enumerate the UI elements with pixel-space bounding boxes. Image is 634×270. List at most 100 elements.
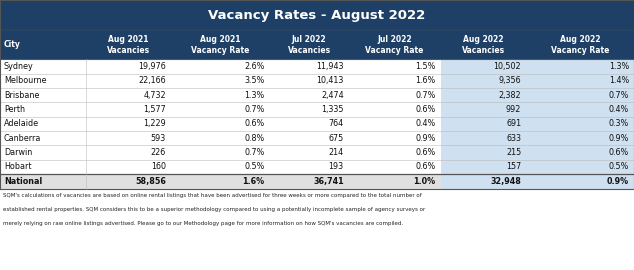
Bar: [441, 74, 634, 88]
Bar: [171, 30, 269, 59]
Text: 1.3%: 1.3%: [244, 91, 264, 100]
Text: 1,229: 1,229: [143, 119, 166, 128]
Text: 214: 214: [328, 148, 344, 157]
Text: 215: 215: [506, 148, 521, 157]
Text: 2.6%: 2.6%: [244, 62, 264, 71]
Bar: [0, 145, 634, 160]
Text: 1.6%: 1.6%: [242, 177, 264, 186]
Bar: [441, 160, 634, 174]
Bar: [441, 30, 634, 59]
Text: 691: 691: [506, 119, 521, 128]
Bar: [0, 88, 634, 102]
Text: 10,413: 10,413: [316, 76, 344, 85]
Bar: [0, 117, 634, 131]
Text: 11,943: 11,943: [316, 62, 344, 71]
Bar: [86, 30, 171, 59]
Bar: [269, 30, 349, 59]
Bar: [441, 102, 634, 117]
Text: Jul 2022
Vacancy Rate: Jul 2022 Vacancy Rate: [365, 35, 424, 55]
Text: Darwin: Darwin: [4, 148, 32, 157]
Text: 0.9%: 0.9%: [607, 177, 629, 186]
Text: 0.6%: 0.6%: [415, 148, 436, 157]
Text: Aug 2022
Vacancy Rate: Aug 2022 Vacancy Rate: [551, 35, 609, 55]
Text: Aug 2021
Vacancy Rate: Aug 2021 Vacancy Rate: [191, 35, 250, 55]
Text: Adelaide: Adelaide: [4, 119, 39, 128]
Text: 36,741: 36,741: [313, 177, 344, 186]
Bar: [441, 145, 634, 160]
Text: 0.4%: 0.4%: [415, 119, 436, 128]
Text: 0.5%: 0.5%: [244, 162, 264, 171]
Text: Jul 2022
Vacancies: Jul 2022 Vacancies: [287, 35, 331, 55]
Text: Sydney: Sydney: [4, 62, 34, 71]
Bar: [441, 174, 634, 189]
Text: 226: 226: [151, 148, 166, 157]
Bar: [441, 59, 634, 74]
Bar: [0, 30, 86, 59]
Bar: [0, 174, 634, 189]
Bar: [0, 160, 634, 174]
Text: Melbourne: Melbourne: [4, 76, 46, 85]
Text: 0.4%: 0.4%: [609, 105, 629, 114]
Text: National: National: [4, 177, 42, 186]
Text: 193: 193: [328, 162, 344, 171]
Text: 4,732: 4,732: [143, 91, 166, 100]
Text: 2,382: 2,382: [498, 91, 521, 100]
Text: 0.6%: 0.6%: [415, 105, 436, 114]
Text: 1,335: 1,335: [321, 105, 344, 114]
Text: Vacancy Rates - August 2022: Vacancy Rates - August 2022: [209, 9, 425, 22]
Bar: [349, 30, 441, 59]
Text: 9,356: 9,356: [498, 76, 521, 85]
Text: 1.5%: 1.5%: [415, 62, 436, 71]
Text: 0.7%: 0.7%: [609, 91, 629, 100]
Text: 0.7%: 0.7%: [244, 105, 264, 114]
Bar: [441, 88, 634, 102]
Text: SQM's calculations of vacancies are based on online rental listings that have be: SQM's calculations of vacancies are base…: [3, 193, 422, 198]
Text: 1,577: 1,577: [143, 105, 166, 114]
Bar: [0, 59, 634, 74]
Text: 593: 593: [151, 134, 166, 143]
Text: 3.5%: 3.5%: [244, 76, 264, 85]
Text: Brisbane: Brisbane: [4, 91, 39, 100]
Text: 22,166: 22,166: [138, 76, 166, 85]
Text: 633: 633: [506, 134, 521, 143]
Text: 0.6%: 0.6%: [244, 119, 264, 128]
Text: 992: 992: [506, 105, 521, 114]
Bar: [0, 102, 634, 117]
Text: 58,856: 58,856: [135, 177, 166, 186]
Text: Aug 2021
Vacancies: Aug 2021 Vacancies: [107, 35, 150, 55]
Bar: [0, 131, 634, 145]
Text: Aug 2022
Vacancies: Aug 2022 Vacancies: [462, 35, 505, 55]
Text: 0.8%: 0.8%: [244, 134, 264, 143]
Text: 0.7%: 0.7%: [415, 91, 436, 100]
Text: Canberra: Canberra: [4, 134, 41, 143]
Text: 675: 675: [328, 134, 344, 143]
Text: 764: 764: [328, 119, 344, 128]
Text: 1.6%: 1.6%: [415, 76, 436, 85]
Bar: [0, 30, 634, 59]
Text: 0.6%: 0.6%: [609, 148, 629, 157]
Bar: [0, 74, 634, 88]
Text: 0.6%: 0.6%: [415, 162, 436, 171]
Text: 0.3%: 0.3%: [609, 119, 629, 128]
Text: 157: 157: [506, 162, 521, 171]
Text: 2,474: 2,474: [321, 91, 344, 100]
Text: Perth: Perth: [4, 105, 25, 114]
Text: 1.0%: 1.0%: [413, 177, 436, 186]
Text: 0.7%: 0.7%: [244, 148, 264, 157]
Bar: [441, 131, 634, 145]
Text: 19,976: 19,976: [138, 62, 166, 71]
Text: 32,948: 32,948: [490, 177, 521, 186]
Bar: [441, 117, 634, 131]
Text: 0.9%: 0.9%: [609, 134, 629, 143]
Text: 10,502: 10,502: [493, 62, 521, 71]
Text: 160: 160: [151, 162, 166, 171]
Text: 0.5%: 0.5%: [609, 162, 629, 171]
Text: 1.3%: 1.3%: [609, 62, 629, 71]
Bar: [0, 0, 634, 30]
Text: established rental properties. SQM considers this to be a superior methodology c: established rental properties. SQM consi…: [3, 207, 425, 212]
Text: 1.4%: 1.4%: [609, 76, 629, 85]
Text: City: City: [4, 40, 21, 49]
Text: 0.9%: 0.9%: [415, 134, 436, 143]
Text: merely relying on raw online listings advertised. Please go to our Methodology p: merely relying on raw online listings ad…: [3, 221, 403, 226]
Text: Hobart: Hobart: [4, 162, 31, 171]
